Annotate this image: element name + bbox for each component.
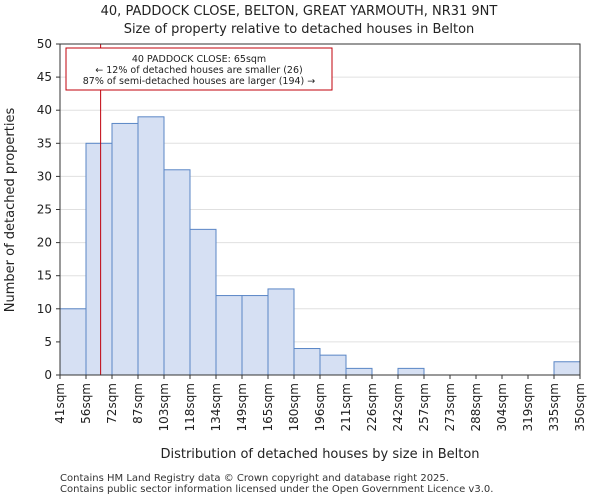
bars [59,116,581,376]
histogram-bar [189,228,217,376]
x-tick-label: 288sqm [469,383,483,431]
histogram-bar [137,116,165,376]
y-tick-label: 5 [44,335,52,349]
histogram-bar [345,367,373,376]
y-tick-label: 0 [44,368,52,382]
y-tick-label: 30 [37,169,52,183]
y-tick-label: 40 [37,103,52,117]
y-tick-label: 50 [37,37,52,51]
histogram-bar [59,308,87,376]
histogram-bar [319,354,347,376]
annotation-smaller: ← 12% of detached houses are smaller (26… [95,65,302,76]
annotation-box: 40 PADDOCK CLOSE: 65sqm ← 12% of detache… [65,47,333,91]
x-tick-label: 72sqm [105,383,119,424]
y-tick-label: 45 [37,70,52,84]
x-tick-label: 103sqm [157,383,171,431]
histogram-bar [267,288,295,376]
annotation-larger: 87% of semi-detached houses are larger (… [83,76,316,87]
x-tick-label: 118sqm [183,383,197,431]
annotation-frame [65,47,333,91]
x-tick-label: 196sqm [313,383,327,431]
chart-title: 40, PADDOCK CLOSE, BELTON, GREAT YARMOUT… [101,4,498,19]
y-tick-labels: 0 5 10 15 20 25 30 35 40 45 50 [37,37,60,382]
x-tick-label: 304sqm [495,383,509,431]
x-axis-label: Distribution of detached houses by size … [160,447,479,462]
histogram-bar [163,169,191,376]
y-tick-label: 15 [37,269,52,283]
histogram-bar [85,142,113,376]
x-tick-label: 242sqm [391,383,405,431]
x-tick-label: 180sqm [287,383,301,431]
x-tick-label: 257sqm [417,383,431,431]
y-tick-label: 35 [37,136,52,150]
histogram-bar [241,295,269,376]
footer: Contains HM Land Registry data © Crown c… [60,473,493,495]
histogram-bar [111,122,139,376]
y-tick-label: 10 [37,302,52,316]
x-tick-label: 211sqm [339,383,353,431]
y-tick-label: 25 [37,203,52,217]
x-tick-labels: 41sqm 56sqm 72sqm 87sqm 103sqm 118sqm 134sqm 14… [53,375,587,431]
x-tick-label: 134sqm [209,383,223,431]
x-tick-label: 149sqm [235,383,249,431]
y-axis-label: Number of detached properties [3,108,18,313]
histogram-bar [553,361,581,376]
x-tick-label: 41sqm [53,383,67,424]
x-tick-label: 319sqm [521,383,535,431]
y-tick-label: 20 [37,236,52,250]
histogram-bar [215,295,243,376]
footer-line-2: Contains public sector information licen… [60,484,494,495]
histogram-bar [397,367,425,376]
chart-subtitle: Size of property relative to detached ho… [124,22,475,37]
histogram-bar [293,348,321,376]
footer-line-1: Contains HM Land Registry data © Crown c… [60,473,449,484]
x-tick-label: 273sqm [443,383,457,431]
x-tick-label: 335sqm [547,383,561,431]
plot-frame [59,43,581,376]
x-tick-label: 87sqm [131,383,145,424]
x-tick-label: 226sqm [365,383,379,431]
x-tick-label: 350sqm [573,383,587,431]
annotation-title: 40 PADDOCK CLOSE: 65sqm [132,54,266,65]
x-tick-label: 165sqm [261,383,275,431]
x-tick-label: 56sqm [79,383,93,424]
